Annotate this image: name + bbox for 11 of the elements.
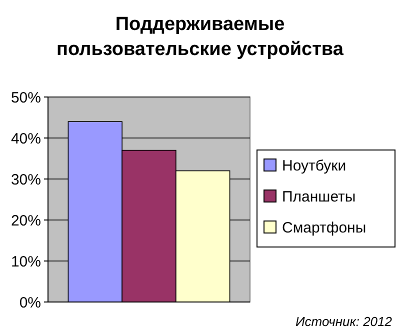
y-tick-label: 20% [10,212,41,230]
legend-label: Смартфоны [282,219,366,236]
y-tick-label: 10% [10,253,41,270]
y-tick-label: 50% [10,89,41,106]
chart-title: Поддерживаемые пользовательские устройства [56,14,344,60]
legend-label: Ноутбуки [282,157,346,174]
y-tick-label: 0% [19,294,41,312]
y-tick-label: 30% [10,171,41,188]
text: Источник: 2012 [295,314,393,329]
legend-label: Планшеты [282,188,356,206]
y-tick-label: 40% [10,130,41,148]
